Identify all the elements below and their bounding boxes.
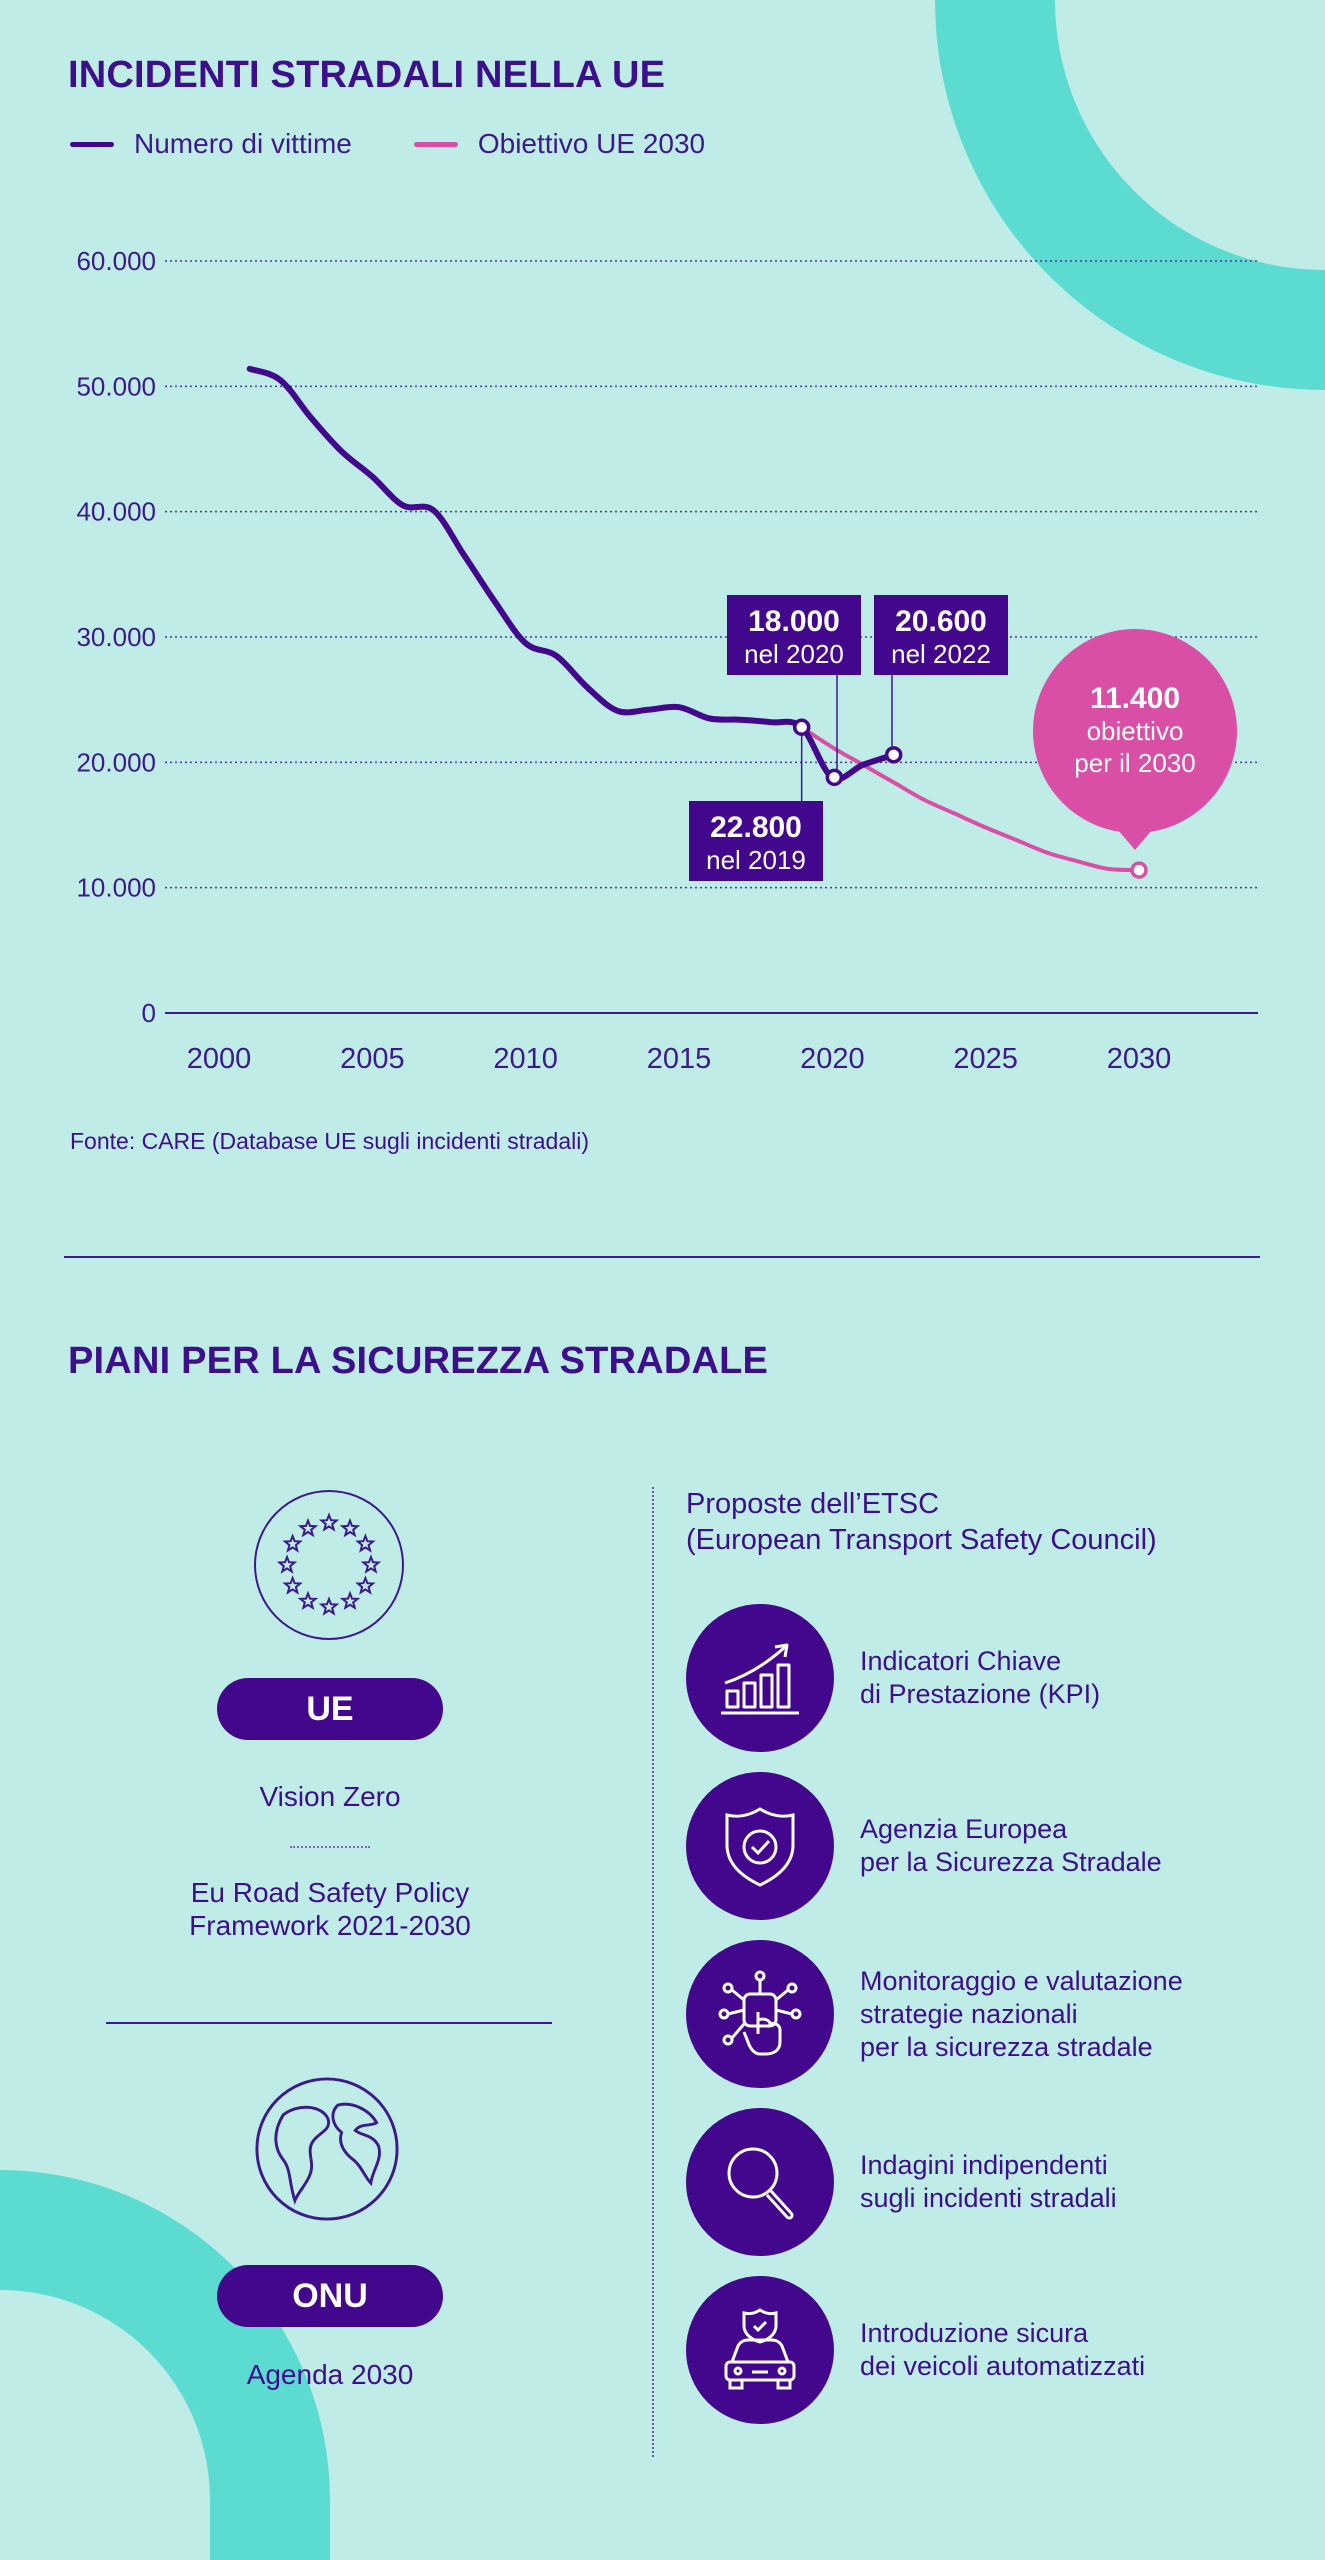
y-tick-label: 40.000 — [76, 497, 156, 527]
etsc-item-agency-text: Agenzia Europea per la Sicurezza Stradal… — [860, 1814, 1162, 1877]
eu-star — [318, 1596, 340, 1616]
eu-pill: UE — [217, 1678, 443, 1740]
eu-star — [276, 1554, 298, 1574]
x-tick-label: 2030 — [1107, 1043, 1172, 1075]
y-tick-label: 30.000 — [76, 622, 156, 652]
eu-star — [297, 1590, 319, 1611]
annotation-2019-value: 22.800 — [710, 811, 802, 844]
etsc-title: Proposte dell’ETSC (European Transport S… — [686, 1488, 1157, 1556]
un-pill: ONU — [217, 2265, 443, 2327]
etsc-item-kpi-text: Indicatori Chiave di Prestazione (KPI) — [860, 1646, 1101, 1709]
x-tick-label: 2005 — [340, 1043, 405, 1075]
x-tick-label: 2020 — [800, 1043, 865, 1075]
legend-swatch-victims — [70, 141, 114, 147]
eu-star — [339, 1590, 361, 1611]
y-tick-label: 0 — [142, 998, 156, 1028]
annotation-2019-box — [689, 801, 823, 881]
etsc-item-monitoring-text: Monitoraggio e valutazione strategie naz… — [860, 1965, 1183, 2062]
annotation-2030-label-1: obiettivo — [1087, 716, 1184, 746]
eu-star — [355, 1575, 376, 1595]
eu-framework-text: Eu Road Safety Policy Framework 2021-203… — [189, 1877, 471, 1941]
y-tick-label: 50.000 — [76, 371, 156, 401]
etsc-item-agency: Agenzia Europea per la Sicurezza Stradal… — [686, 1772, 1162, 1920]
series-line-victims — [246, 365, 897, 782]
legend-label-target: Obiettivo UE 2030 — [477, 128, 706, 159]
marker-2022 — [884, 746, 903, 764]
annotation-2020-value: 18.000 — [748, 605, 840, 638]
etsc-item-investigation: Indagini indipendenti sugli incidenti st… — [686, 2108, 1117, 2256]
annotation-2030-pointer — [1118, 830, 1152, 850]
legend-item-target: Obiettivo UE 2030 — [413, 128, 706, 160]
annotation-2030-bubble — [1033, 629, 1237, 833]
x-tick-label: 2015 — [647, 1043, 712, 1075]
eu-stars-icon — [254, 1490, 404, 1640]
eu-star — [282, 1575, 303, 1595]
chart-legend: Numero di vittime Obiettivo UE 2030 — [70, 128, 705, 160]
y-tick-label: 10.000 — [76, 873, 156, 903]
section-title: PIANI PER LA SICUREZZA STRADALE — [68, 1340, 769, 1382]
vision-zero-text: Vision Zero — [259, 1781, 401, 1812]
marker-2030 — [1130, 861, 1148, 879]
eu-star — [339, 1517, 361, 1538]
annotation-2022-value: 20.600 — [895, 605, 987, 638]
globe-icon — [254, 2076, 400, 2222]
line-chart: 0 10.000 20.000 30.000 40.000 50.000 60.000 200… — [76, 246, 1258, 1075]
y-tick-label: 20.000 — [76, 747, 156, 777]
section-divider — [64, 1256, 1260, 1258]
annotation-2030-label-2: per il 2030 — [1074, 748, 1195, 778]
y-tick-label: 60.000 — [76, 246, 156, 276]
annotation-2022-label: nel 2022 — [891, 639, 991, 669]
small-dotted-divider — [290, 1846, 370, 1848]
annotation-2022-box — [874, 595, 1008, 675]
legend-item-victims: Numero di vittime — [70, 128, 352, 160]
marker-2020 — [825, 768, 844, 787]
etsc-item-monitoring: Monitoraggio e valutazione strategie naz… — [686, 1940, 1183, 2088]
car-shield-icon — [686, 2276, 834, 2424]
agenda-2030-text: Agenda 2030 — [246, 2359, 414, 2390]
eu-star — [318, 1512, 340, 1532]
annotation-2020-box — [727, 595, 861, 675]
left-divider — [106, 2022, 552, 2024]
decor-arc-bottom-left — [0, 2170, 330, 2560]
etsc-item-vehicles: Introduzione sicura dei veicoli automati… — [686, 2276, 1145, 2424]
source-note: Fonte: CARE (Database UE sugli incidenti… — [70, 1128, 590, 1154]
eu-star — [360, 1554, 382, 1574]
legend-swatch-target — [413, 141, 458, 147]
eu-star — [355, 1533, 376, 1553]
vertical-dotted-divider — [652, 1487, 654, 2457]
etsc-item-vehicles-text: Introduzione sicura dei veicoli automati… — [860, 2318, 1146, 2381]
etsc-item-kpi: Indicatori Chiave di Prestazione (KPI) — [686, 1604, 1100, 1752]
magnifier-icon — [686, 2108, 834, 2256]
marker-2019 — [792, 718, 811, 736]
etsc-item-investigation-text: Indagini indipendenti sugli incidenti st… — [860, 2150, 1117, 2213]
eu-star — [297, 1517, 319, 1538]
legend-label-victims: Numero di vittime — [134, 128, 352, 159]
kpi-chart-icon — [686, 1604, 834, 1752]
monitoring-hand-icon — [686, 1940, 834, 2088]
eu-star — [282, 1533, 303, 1553]
chart-title: INCIDENTI STRADALI NELLA UE — [68, 54, 666, 96]
annotation-2030-value: 11.400 — [1090, 682, 1180, 715]
x-tick-label: 2010 — [493, 1043, 558, 1075]
annotation-2020-label: nel 2020 — [744, 639, 844, 669]
x-tick-label: 2025 — [953, 1043, 1018, 1075]
shield-check-icon — [686, 1772, 834, 1920]
x-tick-label: 2000 — [187, 1043, 252, 1075]
annotation-2019-label: nel 2019 — [706, 845, 806, 875]
